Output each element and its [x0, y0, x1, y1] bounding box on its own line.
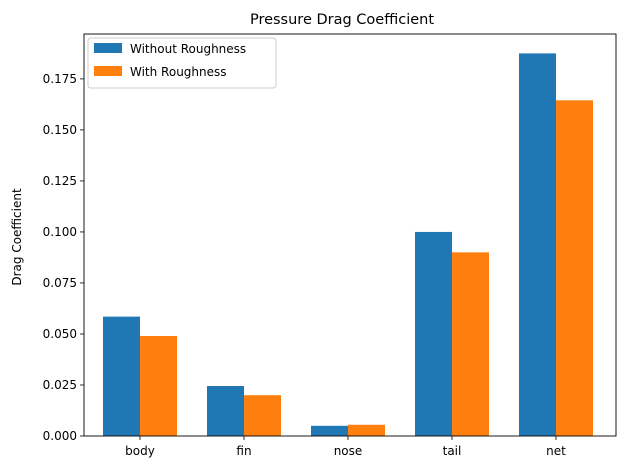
bar-fin-without-roughness [207, 386, 244, 436]
bar-body-without-roughness [103, 316, 140, 436]
y-tick-label: 0.000 [43, 429, 77, 443]
bar-tail-without-roughness [415, 231, 452, 436]
bar-tail-with-roughness [452, 252, 489, 436]
y-axis-label: Drag Coefficient [10, 188, 24, 286]
x-tick-label-tail: tail [443, 444, 462, 458]
plot-frame [83, 33, 617, 437]
y-tick-label: 0.175 [43, 72, 77, 86]
x-tick-label-body: body [125, 444, 155, 458]
x-tick-label-net: net [546, 444, 566, 458]
legend-swatch-without-roughness [94, 43, 122, 53]
legend-label-with-roughness: With Roughness [130, 65, 227, 79]
x-tick-label-fin: fin [236, 444, 251, 458]
bar-net-without-roughness [519, 53, 556, 436]
y-tick-label: 0.150 [43, 123, 77, 137]
y-tick-label: 0.100 [43, 225, 77, 239]
x-axis: body fin nose tail net [125, 436, 566, 458]
chart-title: Pressure Drag Coefficient [250, 12, 434, 28]
legend: Without Roughness With Roughness [87, 37, 277, 89]
y-tick-label: 0.125 [43, 174, 77, 188]
bars-group [103, 53, 593, 436]
y-tick-label: 0.025 [43, 378, 77, 392]
bar-net-with-roughness [556, 100, 593, 436]
y-axis: 0.000 0.025 0.050 0.075 0.100 0.125 0.150 0.175 [43, 72, 84, 443]
legend-box [87, 37, 277, 89]
y-tick-label: 0.075 [43, 276, 77, 290]
legend-swatch-with-roughness [94, 66, 122, 76]
y-tick-label: 0.050 [43, 327, 77, 341]
bar-body-with-roughness [140, 336, 177, 436]
bar-nose-without-roughness [311, 425, 348, 436]
x-tick-label-nose: nose [334, 444, 363, 458]
bar-nose-with-roughness [348, 424, 385, 436]
legend-label-without-roughness: Without Roughness [130, 42, 246, 56]
bar-fin-with-roughness [244, 395, 281, 436]
